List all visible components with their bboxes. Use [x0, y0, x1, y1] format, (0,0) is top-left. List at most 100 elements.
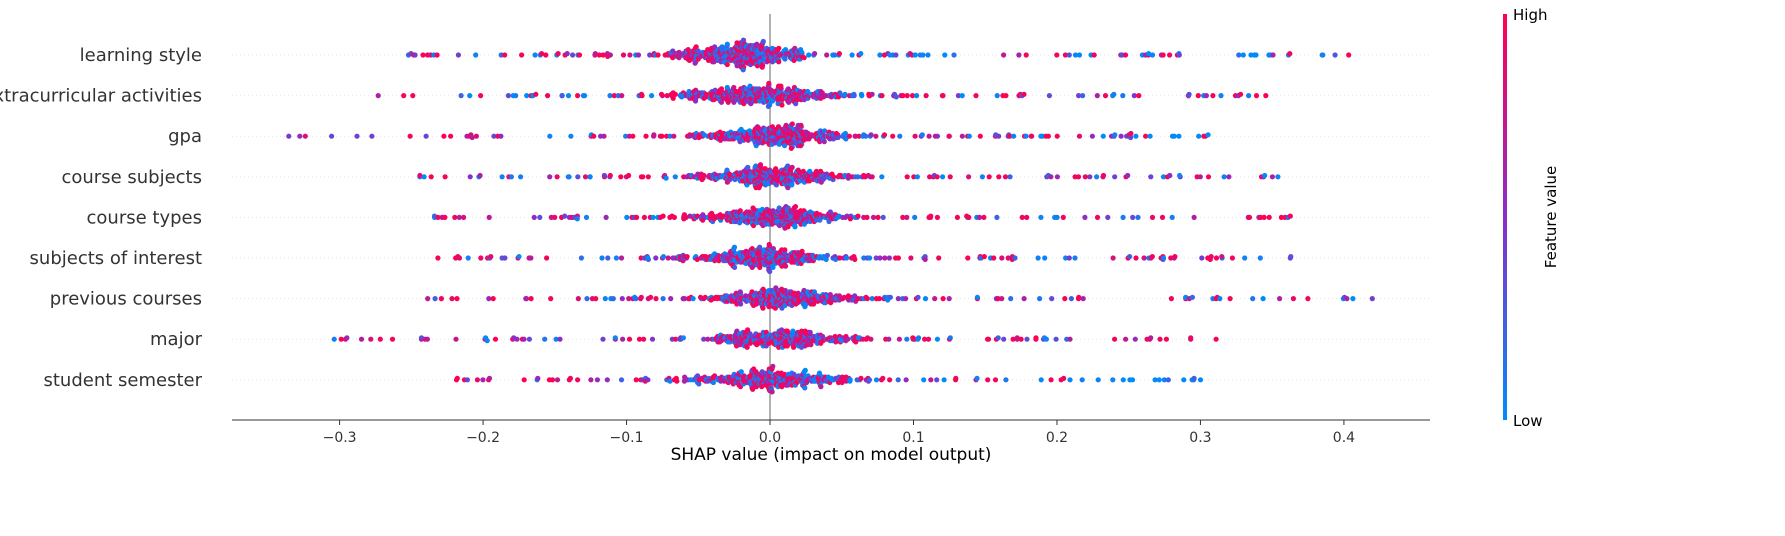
shap-point [369, 133, 375, 139]
shap-point [1196, 133, 1202, 139]
shap-point [1046, 93, 1052, 99]
shap-point [1266, 214, 1272, 220]
shap-point [1167, 172, 1173, 179]
shap-point [847, 216, 854, 222]
x-axis-title: SHAP value (impact on model output) [671, 445, 992, 465]
feature-label: course subjects [61, 167, 202, 188]
feature-label: major [150, 329, 203, 350]
shap-point [776, 205, 782, 211]
shap-point [789, 121, 795, 127]
shap-point [908, 255, 914, 261]
shap-point [940, 93, 946, 99]
shap-point [792, 45, 798, 51]
shap-point [1156, 377, 1162, 383]
shap-point [1275, 174, 1281, 180]
shap-point [811, 289, 818, 295]
shap-point [922, 256, 928, 262]
shap-point [553, 336, 559, 342]
shap-point [575, 377, 581, 383]
shap-point [738, 369, 744, 375]
shap-point [640, 174, 646, 180]
shap-point [1240, 52, 1246, 58]
shap-point [986, 174, 992, 180]
shap-point [782, 56, 788, 62]
shap-point [1168, 296, 1174, 302]
x-tick-label: −0.1 [610, 430, 644, 446]
shap-point [1165, 377, 1171, 383]
shap-point [974, 294, 981, 300]
shap-point [880, 214, 886, 220]
shap-point [658, 91, 665, 97]
shap-point [401, 93, 407, 99]
shap-point [912, 52, 918, 58]
shap-point [442, 214, 448, 220]
shap-point [966, 214, 972, 220]
shap-point [882, 255, 888, 261]
shap-point [1152, 377, 1158, 383]
shap-point [1135, 214, 1141, 220]
shap-point [633, 296, 639, 302]
shap-point [966, 133, 972, 139]
shap-point [491, 133, 497, 139]
shap-point [344, 335, 350, 341]
shap-point [718, 86, 725, 92]
shap-point [1061, 375, 1067, 381]
shap-point [456, 255, 463, 261]
shap-point [895, 296, 901, 302]
shap-point [651, 132, 657, 138]
shap-point [977, 133, 983, 139]
shap-point [750, 205, 756, 211]
shap-point [1087, 174, 1093, 180]
shap-point [760, 38, 766, 45]
shap-point [1147, 133, 1153, 139]
shap-point [1136, 93, 1142, 99]
shap-point [659, 133, 665, 139]
shap-point [1369, 296, 1375, 302]
shap-point [747, 83, 753, 89]
colorbar-low-label: Low [1513, 412, 1543, 430]
shap-point [773, 182, 780, 188]
shap-point [770, 264, 776, 270]
shap-point [1067, 336, 1073, 342]
shap-point [1003, 377, 1009, 383]
shap-point [724, 167, 730, 173]
shap-point [849, 52, 855, 58]
shap-point [974, 375, 980, 381]
shap-point [1250, 296, 1256, 302]
shap-point [904, 174, 910, 180]
shap-point [1011, 133, 1017, 139]
shap-point [701, 336, 707, 342]
shap-point [686, 133, 693, 139]
shap-point [844, 255, 850, 261]
shap-point [605, 255, 611, 261]
shap-point [712, 44, 718, 50]
shap-point [1177, 172, 1183, 179]
shap-point [1171, 133, 1177, 139]
shap-point [1118, 133, 1124, 139]
shap-point [696, 381, 702, 387]
shap-point [1344, 296, 1350, 302]
shap-point [750, 386, 756, 392]
shap-point [1159, 214, 1166, 220]
shap-point [893, 94, 899, 100]
feature-label: extracurricular activities [0, 86, 202, 107]
shap-point [664, 93, 670, 99]
shap-point [596, 52, 602, 58]
shap-point [435, 255, 441, 261]
shap-point [1269, 174, 1275, 180]
shap-point [412, 52, 418, 58]
shap-point [1018, 336, 1024, 342]
shap-point [846, 133, 853, 139]
shap-point [776, 59, 782, 65]
feature-value-colorbar [1503, 14, 1507, 420]
shap-point [904, 214, 910, 220]
shap-point [1217, 296, 1223, 302]
x-axis-ticks: −0.3 −0.2 −0.1 0.0 0.1 0.2 0.3 0.4 [323, 420, 1355, 446]
shap-point [1094, 174, 1100, 180]
shap-point [1167, 52, 1173, 58]
shap-point [611, 93, 617, 99]
shap-point [583, 214, 590, 220]
shap-point [1129, 377, 1136, 383]
shap-point [633, 377, 639, 383]
shap-point [981, 214, 987, 220]
